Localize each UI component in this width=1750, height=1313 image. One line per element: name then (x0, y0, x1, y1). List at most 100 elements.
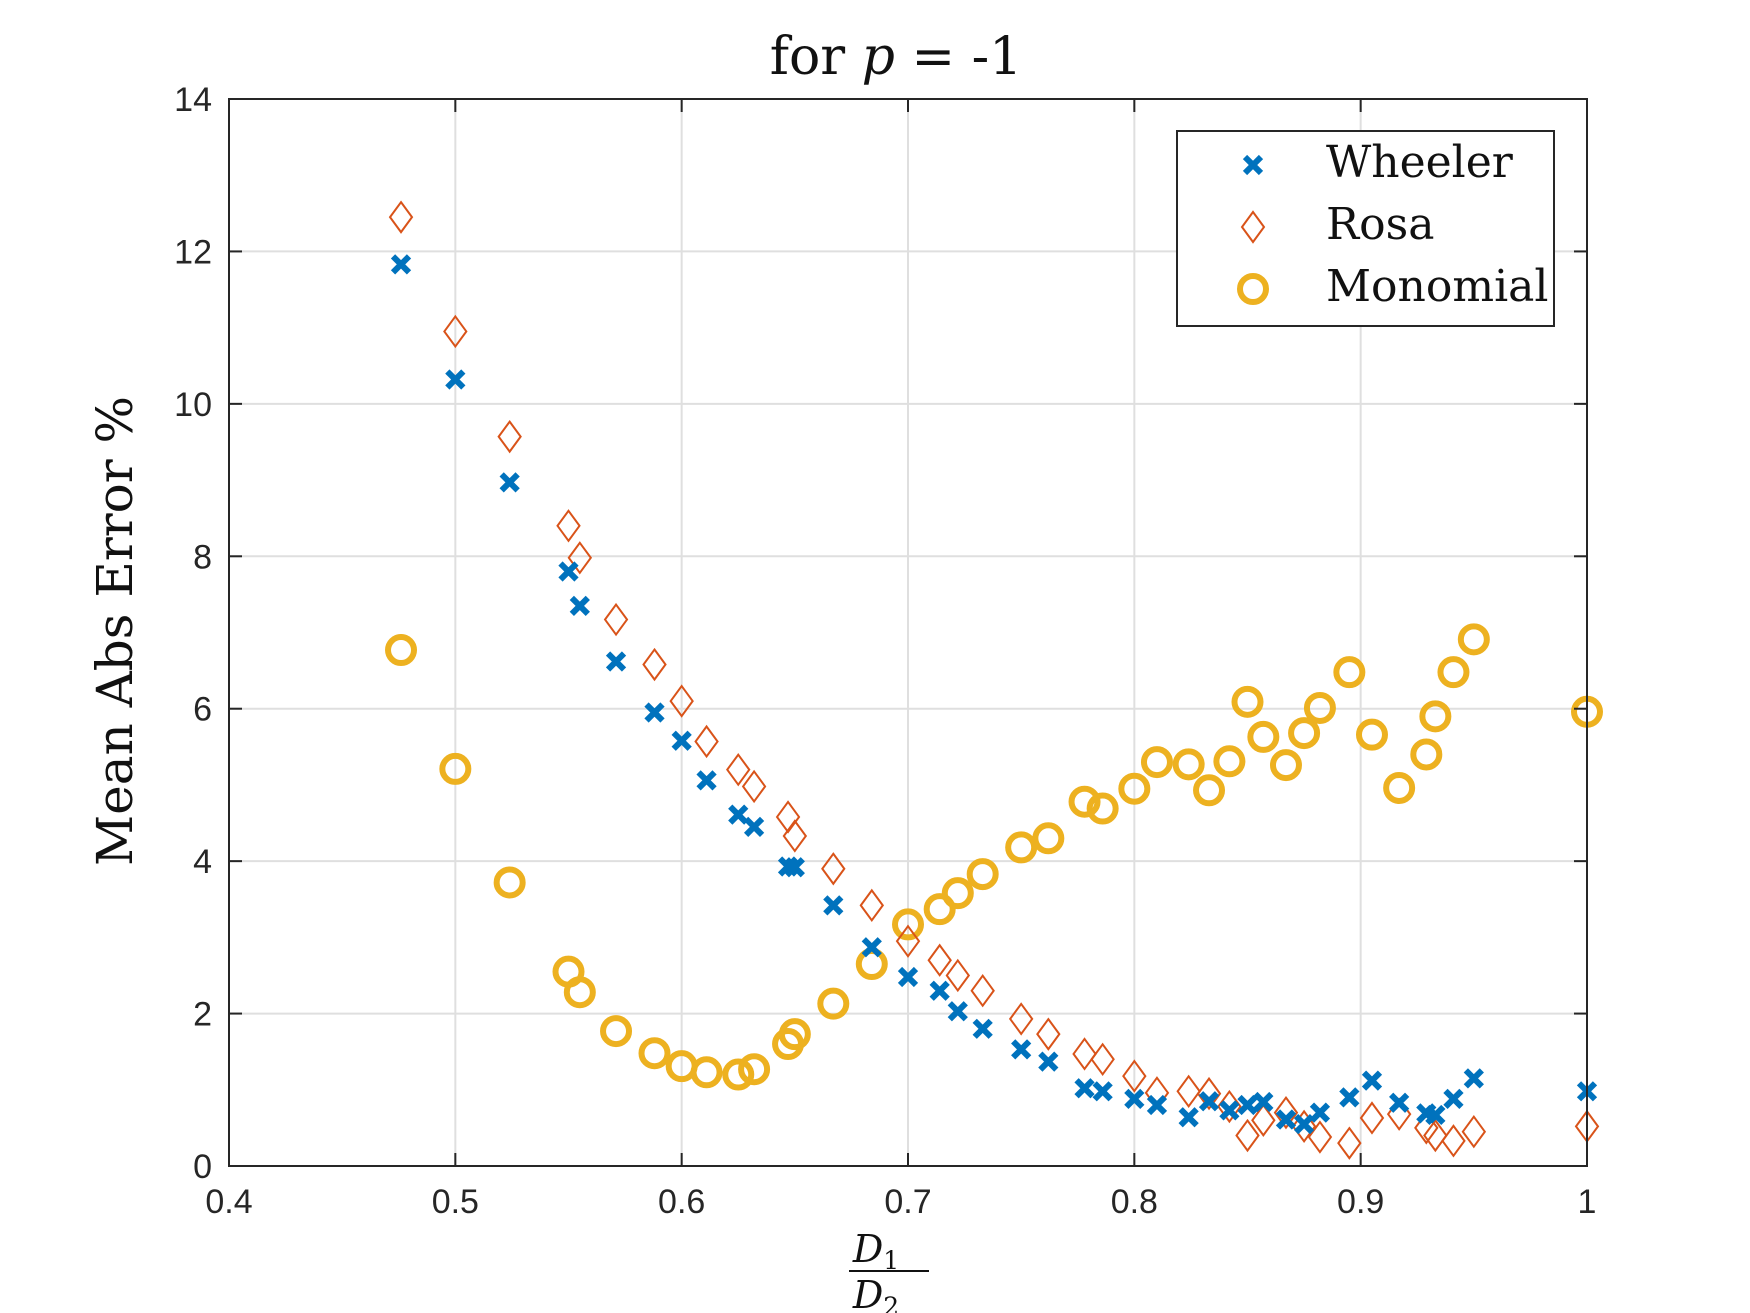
data-point-rosa (556, 509, 581, 543)
chart-title-suffix: = -1 (895, 27, 1022, 87)
x-tick-label: 0.6 (658, 1183, 705, 1221)
data-point-rosa (1217, 1089, 1242, 1124)
data-point-wheeler (743, 816, 765, 837)
data-point-rosa (567, 541, 593, 575)
data-point-monomial (1269, 749, 1302, 782)
data-point-monomial (1005, 831, 1038, 864)
y-tick-label: 6 (193, 691, 212, 729)
x-tick-label: 0.7 (884, 1183, 931, 1221)
data-point-rosa (945, 958, 971, 993)
data-point-wheeler (696, 770, 717, 791)
y-axis-label: Mean Abs Error % (86, 396, 144, 866)
data-point-monomial (638, 1037, 671, 1070)
data-point-monomial (1457, 623, 1490, 656)
x-tick-label: 1 (1578, 1183, 1597, 1221)
data-point-rosa (821, 852, 846, 886)
data-point-rosa (1122, 1059, 1147, 1093)
data-point-wheeler (897, 966, 919, 988)
x-label-denominator: D2 (852, 1273, 899, 1313)
data-point-monomial (1410, 738, 1443, 771)
data-point-rosa (1461, 1115, 1487, 1149)
data-point-wheeler (1198, 1091, 1220, 1112)
data-point-monomial (722, 1058, 755, 1091)
legend-marker-wheeler (1242, 154, 1264, 176)
data-point-wheeler (1178, 1107, 1199, 1128)
data-point-monomial (1032, 822, 1065, 855)
data-point-wheeler (929, 980, 950, 1001)
data-point-monomial (817, 987, 850, 1020)
data-point-rosa (927, 943, 952, 977)
data-points (385, 200, 1603, 1160)
data-point-rosa (642, 647, 667, 682)
data-point-wheeler (1219, 1100, 1240, 1121)
series-wheeler (390, 254, 1598, 1135)
data-point-wheeler (1092, 1081, 1113, 1102)
data-point-rosa (1072, 1037, 1097, 1071)
data-point-wheeler (1237, 1094, 1258, 1116)
x-tick-label: 0.4 (205, 1183, 252, 1221)
data-point-monomial (1140, 746, 1173, 779)
data-point-rosa (1359, 1101, 1385, 1135)
data-point-rosa (1008, 1002, 1034, 1036)
data-point-rosa (1423, 1118, 1448, 1153)
data-point-rosa (1235, 1118, 1260, 1153)
data-point-rosa (1090, 1042, 1115, 1076)
data-point-rosa (669, 684, 694, 718)
data-point-wheeler (605, 651, 627, 672)
data-point-rosa (1176, 1074, 1201, 1109)
data-point-rosa (859, 888, 885, 923)
legend-marker-monomial (1237, 273, 1269, 305)
x-tick-label: 0.5 (432, 1183, 479, 1221)
data-point-rosa (1291, 1109, 1317, 1144)
y-tick-label: 2 (193, 996, 212, 1034)
y-tick-label: 4 (193, 843, 212, 881)
data-point-wheeler (558, 561, 579, 582)
y-tick-label: 0 (193, 1148, 212, 1186)
data-point-wheeler (1339, 1087, 1360, 1108)
data-point-rosa (443, 314, 468, 349)
data-point-monomial (966, 858, 999, 891)
data-point-monomial (1419, 700, 1452, 733)
legend: Wheeler Rosa Monomial (1176, 130, 1555, 327)
data-point-rosa (1196, 1076, 1222, 1111)
data-point-monomial (1355, 718, 1388, 751)
series-monomial (385, 623, 1603, 1091)
data-point-monomial (600, 1015, 633, 1048)
y-tick-label: 14 (174, 81, 212, 119)
data-point-wheeler (1275, 1109, 1297, 1130)
data-point-monomial (1118, 772, 1151, 805)
data-point-wheeler (947, 1001, 968, 1022)
data-point-wheeler (1011, 1039, 1032, 1060)
data-point-rosa (1307, 1120, 1333, 1154)
legend-label-rosa: Rosa (1326, 199, 1434, 250)
data-point-monomial (1068, 785, 1101, 818)
data-point-wheeler (569, 595, 590, 616)
legend-label-monomial: Monomial (1326, 261, 1548, 312)
data-point-rosa (782, 819, 808, 853)
data-point-wheeler (1293, 1113, 1315, 1135)
data-point-monomial (778, 1018, 811, 1051)
data-point-monomial (1172, 748, 1205, 781)
data-point-wheeler (499, 472, 520, 493)
data-point-rosa (895, 924, 921, 958)
data-point-rosa (1273, 1095, 1299, 1130)
data-point-rosa (497, 419, 522, 454)
y-tick-label: 12 (174, 233, 212, 271)
data-point-monomial (1333, 656, 1366, 689)
data-point-wheeler (861, 937, 882, 958)
data-point-wheeler (644, 702, 665, 723)
data-point-rosa (603, 602, 629, 637)
data-point-monomial (1288, 717, 1321, 750)
data-point-monomial (1231, 685, 1264, 718)
legend-marker-rosa (1240, 210, 1266, 244)
data-point-monomial (1193, 774, 1226, 807)
data-point-monomial (923, 893, 956, 926)
data-point-wheeler (1074, 1078, 1095, 1099)
legend-item-rosa: Rosa (1240, 199, 1434, 250)
y-tick-label: 10 (174, 386, 212, 424)
data-point-monomial (690, 1056, 723, 1089)
data-point-monomial (493, 866, 526, 899)
data-point-monomial (1437, 656, 1470, 689)
data-point-wheeler (972, 1018, 993, 1039)
